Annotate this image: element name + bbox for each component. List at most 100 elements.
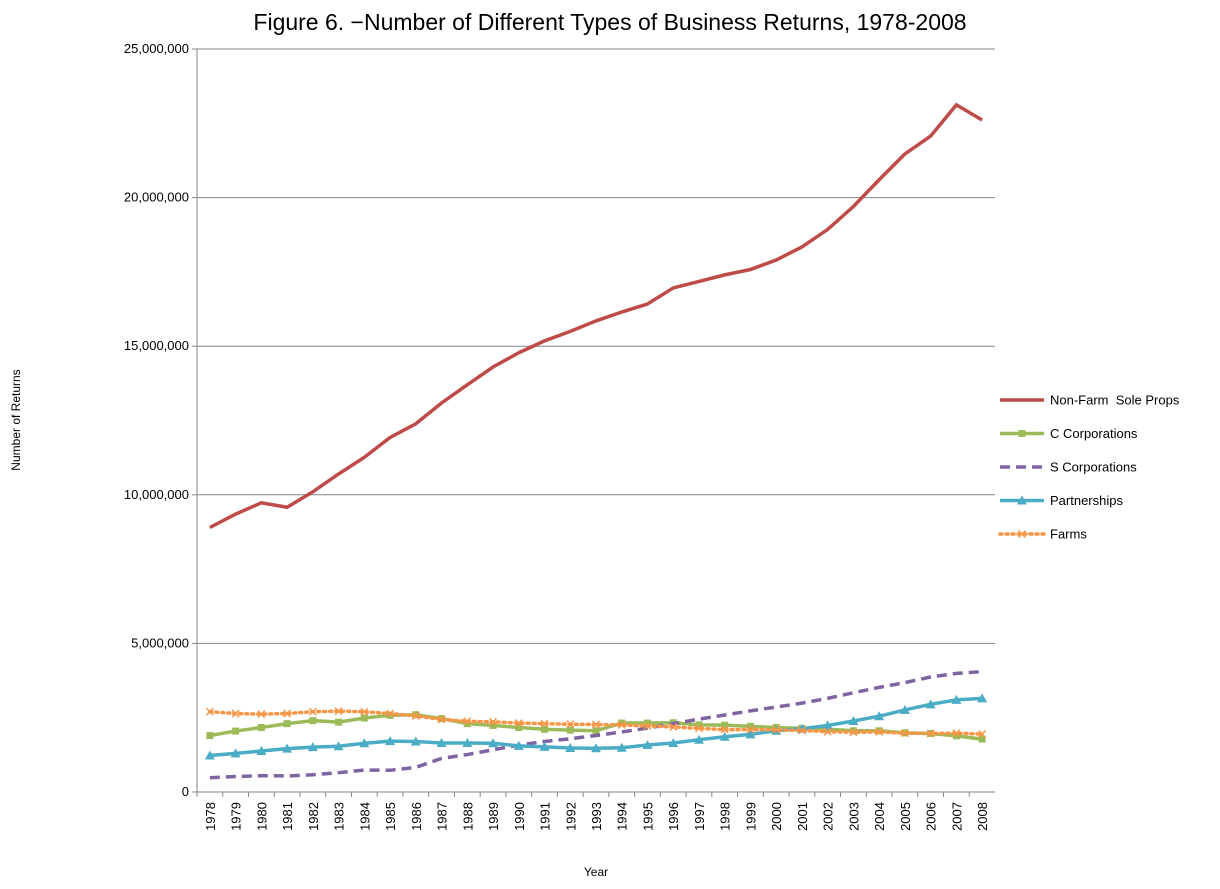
x-tick-label: 1999 [743,802,758,831]
x-tick-label: 1995 [640,802,655,831]
x-tick-label: 1978 [203,802,218,831]
data-point [642,740,653,750]
data-point [592,727,600,735]
data-point [899,704,910,714]
legend-label: S Corporations [1050,460,1137,475]
x-tick-label: 1985 [383,802,398,831]
data-point [359,738,370,748]
data-point [232,727,240,735]
data-point [385,736,396,746]
x-tick-label: 1987 [435,802,450,831]
data-point [694,724,703,733]
data-point [693,734,704,744]
x-tick-label: 1991 [538,802,553,831]
data-point [591,720,601,729]
data-point [951,694,962,704]
x-tick-label: 1988 [460,802,475,831]
data-point [978,730,987,739]
x-tick-label: 2000 [769,802,784,831]
data-point [874,711,885,721]
data-point [386,709,395,718]
legend-label: Partnerships [1050,493,1123,508]
data-point [539,741,550,751]
data-point [308,707,317,716]
data-point [463,720,471,728]
data-point [926,729,935,738]
data-point [746,722,754,730]
data-point [283,720,291,728]
data-point [745,729,756,739]
data-point [230,748,241,758]
data-point [463,717,472,726]
data-point [540,719,549,728]
x-tick-label: 1980 [254,802,269,831]
data-point [823,727,832,736]
series-line [209,669,983,780]
data-point [925,699,936,709]
x-tick-label: 2001 [795,802,810,831]
x-tick-label: 1983 [332,802,347,831]
x-tick-label: 2004 [872,802,887,831]
y-tick-label: 25,000,000 [124,41,189,56]
x-axis-label: Year [584,865,608,879]
data-point [360,707,369,716]
data-point [746,725,755,734]
data-point [462,737,473,747]
legend-marker [1017,495,1027,505]
data-point [436,737,447,747]
data-point [257,724,265,732]
data-point [257,710,266,719]
x-tick-label: 1998 [718,802,733,831]
x-tick-label: 2002 [821,802,836,831]
data-point [566,720,575,729]
x-tick-label: 1997 [692,802,707,831]
data-point [541,725,549,733]
x-tick-label: 1982 [306,802,321,831]
data-point [591,743,601,753]
data-point [335,718,343,726]
data-point [282,743,293,753]
data-point [489,721,497,729]
x-tick-label: 1990 [512,802,527,831]
data-point [231,709,240,718]
data-point [333,741,344,751]
y-tick-label: 15,000,000 [124,338,189,353]
data-point [256,745,267,755]
legend-marker [1018,430,1026,437]
x-tick-label: 1981 [280,802,295,831]
data-point [205,707,214,716]
x-tick-label: 1992 [563,802,578,831]
data-point [514,719,523,728]
data-point [643,719,651,727]
x-tick-label: 2005 [898,802,913,831]
x-tick-label: 1996 [666,802,681,831]
x-tick-label: 2008 [975,802,990,831]
data-point [875,727,883,735]
data-point [669,722,678,731]
data-point [668,737,679,747]
x-tick-label: 1989 [486,802,501,831]
x-tick-label: 2003 [846,802,861,831]
data-point [489,717,498,726]
y-tick-label: 20,000,000 [124,190,189,205]
x-tick-label: 1986 [409,802,424,831]
data-point [643,721,652,731]
data-point [386,711,394,719]
data-point [206,732,214,740]
data-point [848,715,859,725]
series-line [209,102,984,530]
data-point [772,725,781,734]
data-point [309,717,317,725]
data-point [721,721,729,729]
data-point [307,742,318,752]
legend-marker [1017,529,1027,539]
data-point [618,719,626,727]
data-point [822,720,833,730]
legend-label: Non-Farm Sole Props [1050,393,1180,408]
data-point [900,729,909,738]
chart-title: Figure 6. −Number of Different Types of … [253,9,966,35]
data-point [204,750,215,760]
data-point [617,720,626,729]
data-point [952,732,960,740]
